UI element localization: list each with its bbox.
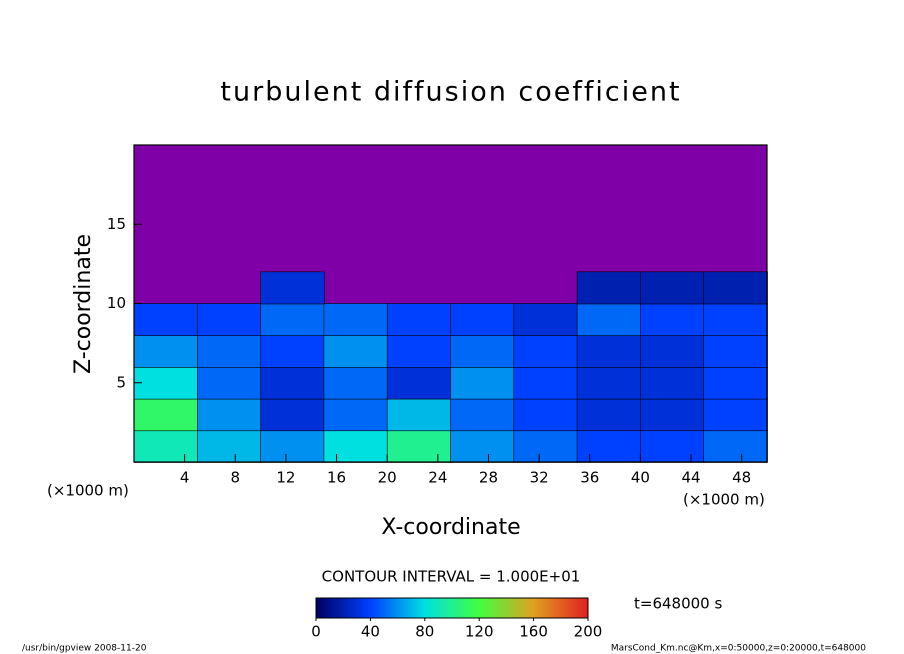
x-tick-label: 8 [231,469,241,487]
field-cell [197,366,262,400]
field-cell [260,334,325,368]
colorbar-tick-label: 120 [465,623,494,641]
x-tick-label: 4 [180,469,190,487]
field-cell [703,271,768,305]
colorbar [315,597,589,619]
x-tick-label: 44 [681,469,700,487]
field-cell [133,366,199,400]
field-cell [386,334,452,368]
field-cell [260,303,325,337]
field-cell [703,303,768,337]
field-cell [197,429,262,463]
field-cell [386,429,452,463]
field-cell [576,271,642,305]
field-cell [386,398,452,432]
time-label: t=648000 s [634,595,722,613]
field-cell [323,366,388,400]
y-unit: (×1000 m) [47,482,129,500]
field-cell [640,334,705,368]
field-cell [260,429,325,463]
x-unit: (×1000 m) [683,491,765,509]
field-cell [640,303,705,337]
x-tick-label: 36 [580,469,599,487]
contour-interval: CONTOUR INTERVAL = 1.000E+01 [322,568,581,586]
field-cell [703,334,768,368]
field-cell [450,334,515,368]
x-tick-label: 28 [479,469,498,487]
y-tick-label: 15 [107,215,126,233]
footer-left: /usr/bin/gpview 2008-11-20 [22,644,147,654]
field-cell [450,303,515,337]
field-cell [386,366,452,400]
field-cell [133,303,199,337]
x-tick-label: 40 [631,469,650,487]
field-cell [450,398,515,432]
field-cell [197,303,262,337]
x-tick-label: 20 [378,469,397,487]
field-cell [323,398,388,432]
field-cell [133,429,199,463]
footer-right: MarsCond_Km.nc@Km,x=0:50000,z=0:20000,t=… [611,644,866,654]
field-cell [576,366,642,400]
field-cell [386,303,452,337]
field-cell [197,334,262,368]
field-cell [703,429,768,463]
chart-title: turbulent diffusion coefficient [220,77,681,108]
y-axis-label: Z-coordinate [71,234,96,374]
field-cell [640,398,705,432]
colorbar-tick-label: 40 [361,623,380,641]
field-cell [576,334,642,368]
field-cell [323,303,388,337]
field-cell [260,398,325,432]
colorbar-tick-label: 160 [519,623,548,641]
field-cell [513,398,578,432]
field-cell [323,334,388,368]
field-cell [576,398,642,432]
colorbar-tick-label: 0 [311,623,321,641]
field-cell [260,271,325,305]
field-cell [703,398,768,432]
x-tick-label: 48 [732,469,751,487]
field-cell [576,303,642,337]
field-cell [703,366,768,400]
y-tick-label: 10 [107,294,126,312]
field-cell [450,429,515,463]
x-tick-label: 12 [276,469,295,487]
field-cell [640,366,705,400]
field-cell [133,398,199,432]
field-cell [133,334,199,368]
colorbar-tick-label: 200 [574,623,603,641]
field-cell [323,429,388,463]
field-cell [640,429,705,463]
field-cell [513,303,578,337]
x-tick-label: 24 [428,469,447,487]
field-cell [513,334,578,368]
field-cell [576,429,642,463]
y-tick-label: 5 [116,373,126,391]
colorbar-tick-label: 80 [415,623,434,641]
field-cell [513,366,578,400]
field-cell [260,366,325,400]
field-cell [197,398,262,432]
x-tick-label: 32 [530,469,549,487]
x-tick-label: 16 [327,469,346,487]
field-cell [513,429,578,463]
x-axis-label: X-coordinate [381,515,520,540]
field-cell [450,366,515,400]
field-cell [640,271,705,305]
